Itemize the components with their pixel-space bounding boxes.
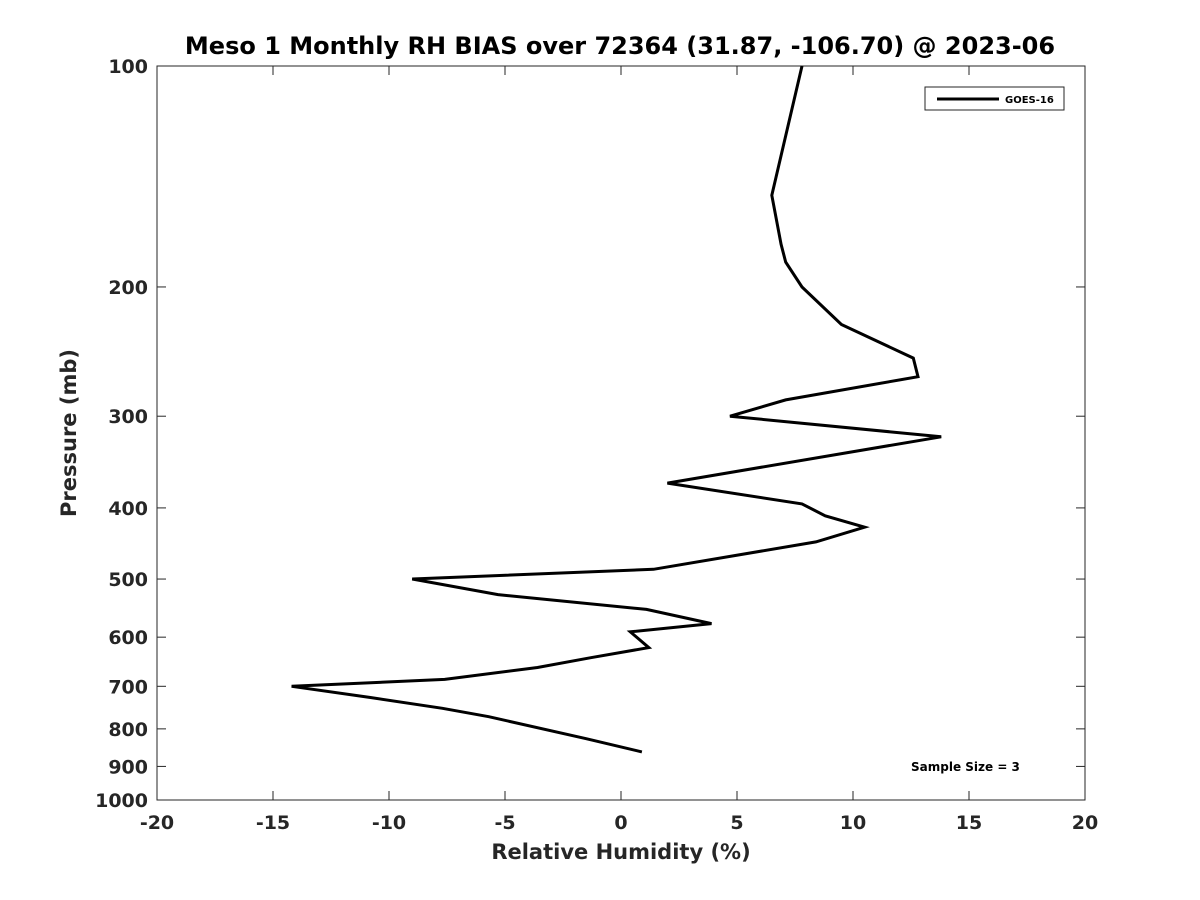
x-tick-label: 5	[730, 812, 743, 834]
x-tick-label: 15	[956, 812, 982, 834]
y-tick-label: 200	[108, 277, 148, 299]
y-tick-label: 900	[108, 756, 148, 778]
x-tick-label: -20	[140, 812, 174, 834]
y-tick-label: 700	[108, 676, 148, 698]
x-tick-label: 0	[614, 812, 627, 834]
legend: GOES-16	[924, 86, 1065, 111]
y-axis-label: Pressure (mb)	[57, 349, 81, 517]
x-tick-label: 20	[1072, 812, 1098, 834]
y-tick-label: 500	[108, 569, 148, 591]
y-tick-label: 100	[108, 56, 148, 78]
y-tick-label: 1000	[95, 790, 148, 812]
x-axis-label: Relative Humidity (%)	[491, 840, 750, 864]
sample-size-annotation: Sample Size = 3	[911, 760, 1020, 774]
x-tick-label: -15	[256, 812, 290, 834]
y-tick-label: 300	[108, 406, 148, 428]
axes-frame	[156, 65, 1086, 801]
plot-area	[156, 65, 1086, 801]
x-tick-label: 10	[840, 812, 866, 834]
chart-title: Meso 1 Monthly RH BIAS over 72364 (31.87…	[185, 32, 1055, 60]
legend-label-goes-16: GOES-16	[1005, 95, 1054, 106]
y-tick-label: 800	[108, 719, 148, 741]
x-axis: -20 -15 -10 -5 0 5 10 15 20	[140, 66, 1098, 834]
x-tick-label: -10	[372, 812, 406, 834]
y-tick-label: 600	[108, 627, 148, 649]
y-axis: 100 200 300 400 500 600 700 800 900 1000	[95, 56, 1085, 812]
series-line-goes-16	[291, 65, 942, 754]
x-tick-label: -5	[494, 812, 515, 834]
y-tick-label: 400	[108, 498, 148, 520]
